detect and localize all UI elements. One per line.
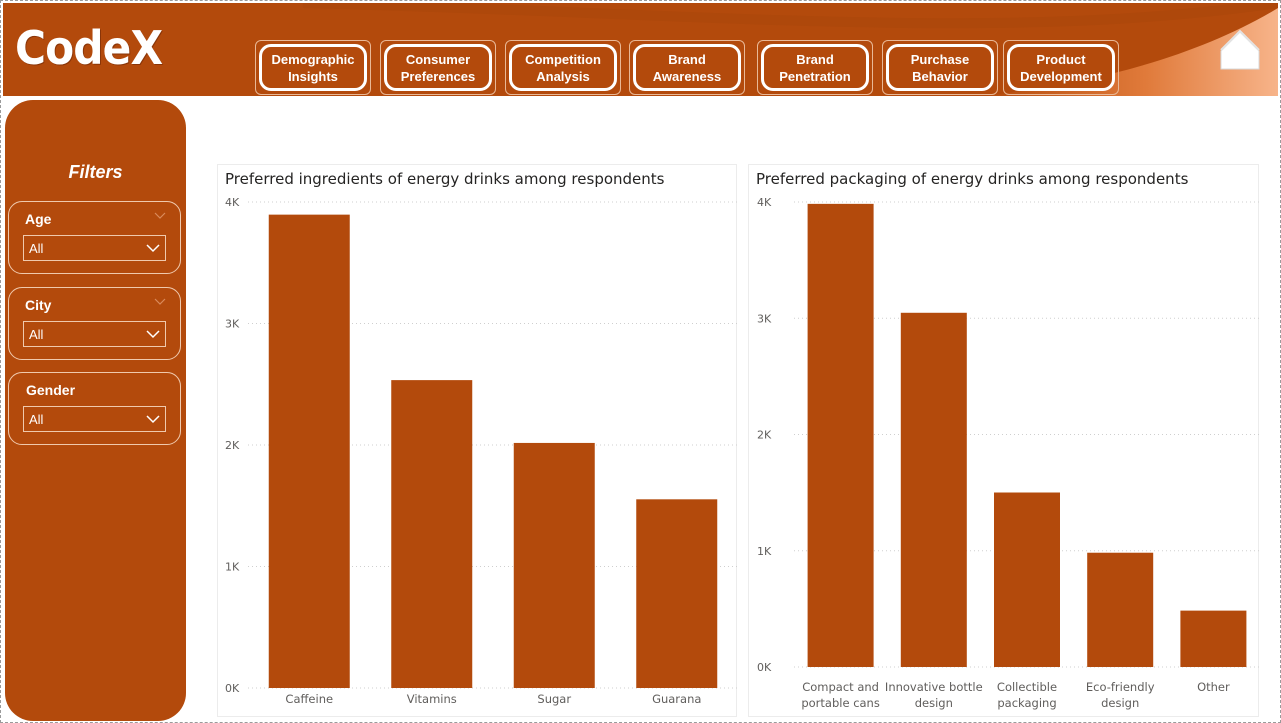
y-tick-label: 2K [757,429,772,442]
x-tick-label: Collectible [997,680,1057,694]
y-tick-label: 3K [225,318,240,331]
bar[interactable] [268,214,350,689]
city-dropdown-value: All [29,327,44,342]
x-tick-label: Caffeine [285,692,333,706]
city-dropdown[interactable]: All [23,321,166,347]
chart-title: Preferred packaging of energy drinks amo… [756,170,1189,188]
ingredients-chart[interactable]: Preferred ingredients of energy drinks a… [217,164,738,717]
nav-label: Brand Awareness [633,44,741,91]
nav-label: Demographic Insights [259,44,367,91]
bar[interactable] [807,203,874,668]
y-tick-label: 0K [757,661,772,674]
y-tick-label: 0K [225,682,240,695]
y-tick-label: 4K [757,196,772,209]
age-dropdown[interactable]: All [23,235,166,261]
nav-label: Product Development [1007,44,1115,91]
y-tick-label: 1K [225,561,240,574]
chevron-down-icon [146,330,160,339]
y-tick-label: 2K [225,439,240,452]
bar[interactable] [636,499,718,688]
chevron-down-icon [146,415,160,424]
y-tick-label: 3K [757,312,772,325]
ingredients-chart-plot: 0K 1K 2K 3K 4K Caffeine Vitamins Sugar Guarana [225,196,738,706]
x-tick-label: design [915,696,953,710]
city-filter: City All [8,287,181,360]
bar[interactable] [391,380,473,688]
filter-label-city: City [25,297,52,313]
x-tick-label: Other [1197,680,1230,694]
gender-filter: Gender All [8,372,181,445]
x-tick-label: Vitamins [407,692,457,706]
packaging-chart[interactable]: Preferred packaging of energy drinks amo… [748,164,1260,717]
filters-sidebar: Filters Age All City All Gender All [5,100,186,721]
chevron-down-icon [146,244,160,253]
nav-label: Competition Analysis [509,44,617,91]
gender-dropdown-value: All [29,412,44,427]
bar[interactable] [900,312,967,667]
chevron-down-icon[interactable] [154,297,166,307]
x-tick-label: packaging [997,696,1056,710]
x-tick-label: portable cans [801,696,880,710]
bar[interactable] [513,442,595,688]
header-swoosh [302,3,1278,96]
gender-dropdown[interactable]: All [23,406,166,432]
bar[interactable] [1087,552,1154,667]
x-tick-label: Guarana [652,692,701,706]
x-tick-label: design [1101,696,1139,710]
age-filter: Age All [8,201,181,274]
packaging-chart-plot: 0K 1K 2K 3K 4K Compact and portable cans Innova… [757,196,1260,710]
chart-title: Preferred ingredients of energy drinks a… [225,170,665,188]
nav-label: Consumer Preferences [384,44,492,91]
x-tick-label: Compact and [802,680,879,694]
x-tick-label: Eco-friendly [1086,680,1155,694]
x-tick-label: Innovative bottle [885,680,983,694]
nav-product-development[interactable]: Product Development [1003,40,1119,95]
nav-demographic-insights[interactable]: Demographic Insights [255,40,371,95]
filter-label-age: Age [25,211,52,227]
x-tick-label: Sugar [537,692,571,706]
home-icon[interactable] [1219,29,1261,71]
nav-label: Brand Penetration [761,44,869,91]
bar[interactable] [1180,610,1247,667]
chevron-down-icon[interactable] [154,211,166,221]
age-dropdown-value: All [29,241,44,256]
nav-consumer-preferences[interactable]: Consumer Preferences [380,40,496,95]
filters-title: Filters [68,162,123,182]
y-tick-label: 4K [225,196,240,209]
filter-label-gender: Gender [26,382,76,398]
nav-label: Purchase Behavior [886,44,994,91]
nav-brand-awareness[interactable]: Brand Awareness [629,40,745,95]
y-tick-label: 1K [757,545,772,558]
nav-purchase-behavior[interactable]: Purchase Behavior [882,40,998,95]
nav-brand-penetration[interactable]: Brand Penetration [757,40,873,95]
app-logo: CodeX [15,21,163,75]
bar[interactable] [994,492,1060,667]
nav-competition-analysis[interactable]: Competition Analysis [505,40,621,95]
